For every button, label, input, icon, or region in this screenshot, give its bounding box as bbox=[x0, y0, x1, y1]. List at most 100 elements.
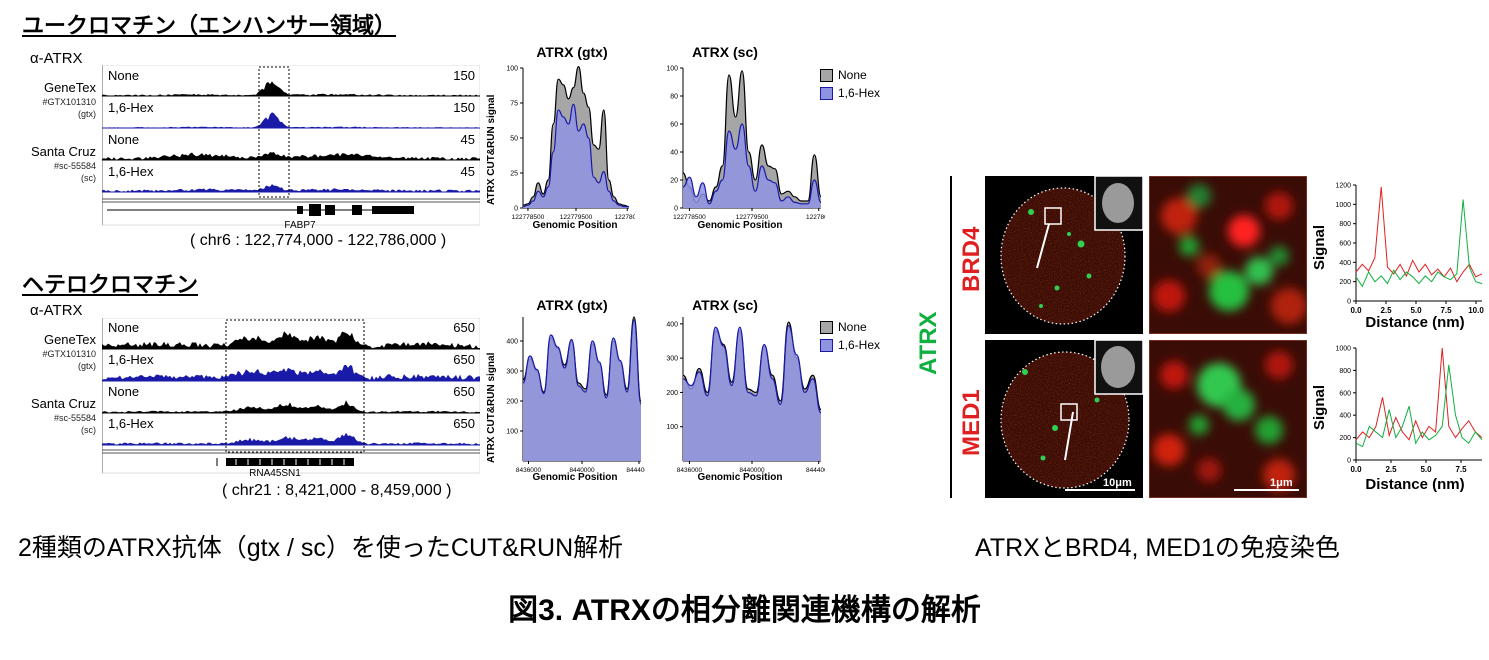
x-tick-label: 7.5 bbox=[1455, 465, 1467, 474]
y-tick-label: 1000 bbox=[1335, 346, 1351, 353]
zoom-box bbox=[1044, 207, 1062, 225]
legend-entry-none: None bbox=[820, 68, 880, 82]
y-tick-label: 800 bbox=[1339, 221, 1351, 228]
antibody-catalog: #sc-55584 bbox=[53, 413, 96, 423]
series-line-1 bbox=[522, 103, 629, 208]
legend-label: 1,6-Hex bbox=[838, 86, 881, 100]
series-area-1 bbox=[523, 320, 641, 461]
track-max-value: 650 bbox=[453, 320, 475, 335]
x-tick-label: 8444000 bbox=[806, 467, 825, 474]
y-tick-label: 800 bbox=[1339, 368, 1351, 375]
x-tick-label: 1227805 bbox=[615, 214, 635, 221]
legend-entry-none: None bbox=[820, 320, 880, 334]
profile-line-1 bbox=[1355, 364, 1483, 448]
y-tick-label: 0 bbox=[1347, 299, 1351, 306]
zoom-box bbox=[1060, 403, 1078, 421]
y-tick-label: 200 bbox=[1339, 435, 1351, 442]
gene-name: RNA45SN1 bbox=[249, 468, 301, 479]
legend-label: None bbox=[838, 320, 867, 334]
y-tick-label: 100 bbox=[666, 66, 678, 73]
signal-track bbox=[102, 81, 480, 96]
profile-line-1 bbox=[1355, 199, 1483, 288]
x-axis-label: Genomic Position bbox=[697, 220, 783, 231]
scale-bar-label: 10μm bbox=[1103, 477, 1132, 489]
y-tick-label: 20 bbox=[670, 178, 678, 185]
track-condition-label: 1,6-Hex bbox=[108, 416, 154, 431]
gene-model bbox=[216, 458, 354, 466]
panel-divider bbox=[950, 176, 952, 498]
x-tick-label: 8440000 bbox=[569, 467, 595, 474]
antibody-code: (sc) bbox=[81, 425, 96, 435]
y-tick-label: 200 bbox=[666, 390, 678, 397]
series-line-1 bbox=[682, 123, 822, 205]
x-tick-label: 8440000 bbox=[739, 467, 765, 474]
heterochromatin-section-title: ヘテロクロマチン bbox=[22, 272, 199, 297]
track-max-value: 650 bbox=[453, 416, 475, 431]
y-tick-label: 75 bbox=[510, 101, 518, 108]
x-tick-label: 7.5 bbox=[1440, 306, 1452, 315]
signal-track bbox=[102, 152, 480, 160]
x-tick-label: 1227805 bbox=[806, 214, 825, 221]
x-tick-label: 8436000 bbox=[516, 467, 542, 474]
series-area-1 bbox=[523, 104, 629, 208]
track-condition-label: 1,6-Hex bbox=[108, 100, 154, 115]
x-tick-label: 0.0 bbox=[1350, 465, 1362, 474]
euchromatin-browser: α-ATRX GeneTex #GTX101310 (gtx) Santa Cr… bbox=[0, 40, 480, 255]
track-max-value: 45 bbox=[460, 132, 475, 147]
genomic-region: ( chr6 : 122,774,000 - 122,786,000 ) bbox=[190, 232, 447, 249]
y-tick-label: 60 bbox=[670, 122, 678, 129]
imaging-caption: ATRXとBRD4, MED1の免疫染色 bbox=[975, 534, 1340, 562]
antibody-code: (gtx) bbox=[78, 109, 96, 119]
series-line-1 bbox=[522, 319, 642, 405]
y-tick-label: 400 bbox=[506, 339, 518, 346]
atrx-channel-label: ATRX bbox=[915, 311, 942, 375]
brd4-cell-image bbox=[985, 176, 1143, 334]
antibody-name: Santa Cruz bbox=[30, 144, 96, 159]
signal-track bbox=[102, 184, 480, 192]
plot-title: ATRX (gtx) bbox=[536, 297, 608, 313]
profile-line-0 bbox=[1355, 186, 1483, 283]
y-tick-label: 100 bbox=[666, 424, 678, 431]
y-tick-label: 200 bbox=[1339, 279, 1351, 286]
x-tick-label: 2.5 bbox=[1380, 306, 1392, 315]
track-condition-label: None bbox=[108, 320, 140, 335]
plot-title: ATRX (sc) bbox=[692, 44, 758, 60]
brd4-zoom-image bbox=[1149, 176, 1307, 334]
x-tick-label: 5.0 bbox=[1410, 306, 1422, 315]
heterochromatin-browser: α-ATRX GeneTex #GTX101310 (gtx) Santa Cr… bbox=[0, 298, 480, 508]
track-condition-label: None bbox=[108, 132, 140, 147]
track-max-value: 150 bbox=[453, 100, 475, 115]
profile-plot-het-sc: 100 200 300 400 8436000 8440000 8444000 bbox=[666, 317, 825, 474]
y-tick-label: 0 bbox=[1347, 458, 1351, 465]
profile-line-0 bbox=[1355, 347, 1483, 441]
antibody-name: Santa Cruz bbox=[30, 396, 96, 411]
y-tick-label: 400 bbox=[666, 321, 678, 328]
antibody-catalog: #GTX101310 bbox=[42, 97, 96, 107]
highlight-box bbox=[225, 319, 365, 453]
med1-intensity-profile: 0 200 400 600 800 1000 0.0 2.5 5.0 7.5 bbox=[1335, 346, 1483, 474]
track-condition-label: None bbox=[108, 384, 140, 399]
x-axis-label: Genomic Position bbox=[532, 220, 618, 231]
y-tick-label: 50 bbox=[510, 136, 518, 143]
track-max-value: 45 bbox=[460, 164, 475, 179]
y-tick-label: 400 bbox=[1339, 260, 1351, 267]
med1-cell-image bbox=[985, 340, 1143, 498]
y-tick-label: 600 bbox=[1339, 241, 1351, 248]
antibody-catalog: #GTX101310 bbox=[42, 349, 96, 359]
med1-row-label: MED1 bbox=[958, 389, 985, 456]
plot-title: ATRX (sc) bbox=[692, 297, 758, 313]
profile-plot-eu-sc: 0 20 40 60 80 100 122778500 122779500 1227805 bbox=[666, 66, 825, 222]
track-max-value: 650 bbox=[453, 352, 475, 367]
signal-track bbox=[102, 331, 480, 349]
legend-entry-hex: 1,6-Hex bbox=[820, 86, 880, 100]
gene-name: FABP7 bbox=[284, 220, 316, 231]
x-axis-label: Genomic Position bbox=[532, 472, 618, 483]
x-axis-label: Distance (nm) bbox=[1365, 476, 1465, 493]
scale-bar-label: 1μm bbox=[1270, 477, 1293, 489]
x-tick-label: 122779500 bbox=[560, 214, 593, 221]
y-tick-label: 1000 bbox=[1335, 202, 1351, 209]
y-tick-label: 0 bbox=[674, 206, 678, 213]
antibody-code: (gtx) bbox=[78, 361, 96, 371]
brd4-intensity-profile: 0 200 400 600 800 1000 1200 0.0 2.5 5.0 7.5 10.0 bbox=[1335, 183, 1484, 316]
series-line-0 bbox=[522, 65, 630, 208]
